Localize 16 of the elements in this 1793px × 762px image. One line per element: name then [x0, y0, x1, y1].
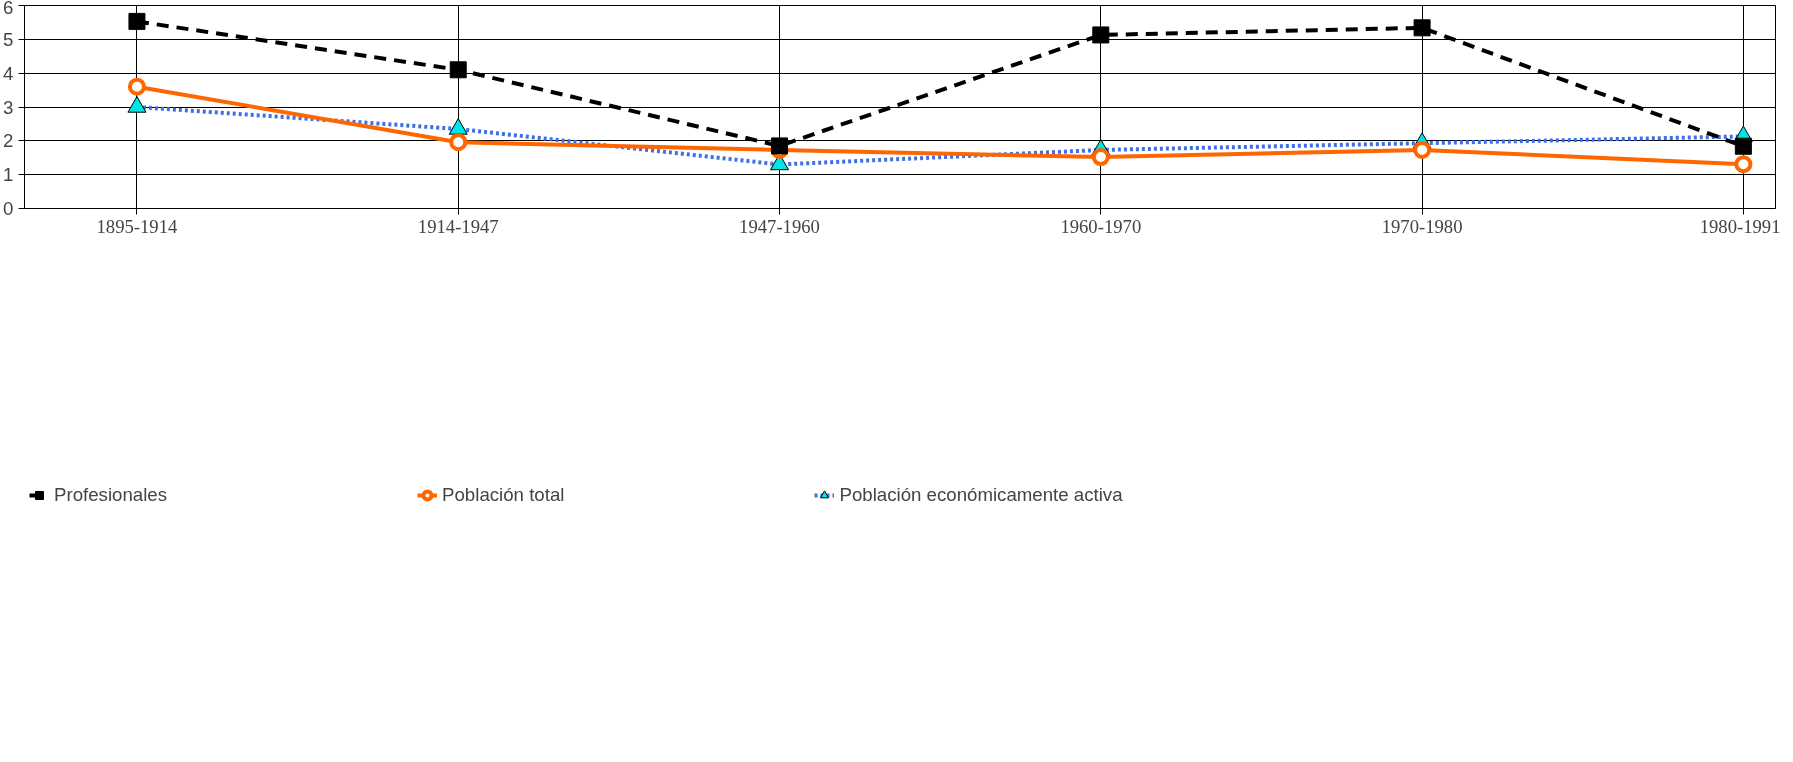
legend-label: Profesionales — [54, 484, 168, 506]
y-tick-label: 4 — [3, 62, 14, 84]
y-tick-label: 0 — [3, 198, 14, 219]
x-tick-label: 1980-1991 — [1699, 215, 1781, 237]
x-tick-label: 1970-1980 — [1381, 215, 1463, 237]
x-tick-label: 1895-1914 — [96, 215, 179, 237]
x-tick-label: 1960-1970 — [1060, 215, 1142, 237]
y-tick-label: 2 — [3, 130, 14, 152]
y-tick-label: 5 — [3, 28, 14, 50]
legend-label: Población total — [442, 484, 565, 506]
legend-label: Población económicamente activa — [839, 484, 1123, 506]
x-tick-label: 1914-1947 — [417, 215, 499, 237]
x-tick-label: 1947-1960 — [739, 215, 820, 237]
y-tick-label: 3 — [3, 96, 14, 118]
y-tick-label: 6 — [3, 0, 14, 18]
y-tick-label: 1 — [3, 164, 14, 186]
